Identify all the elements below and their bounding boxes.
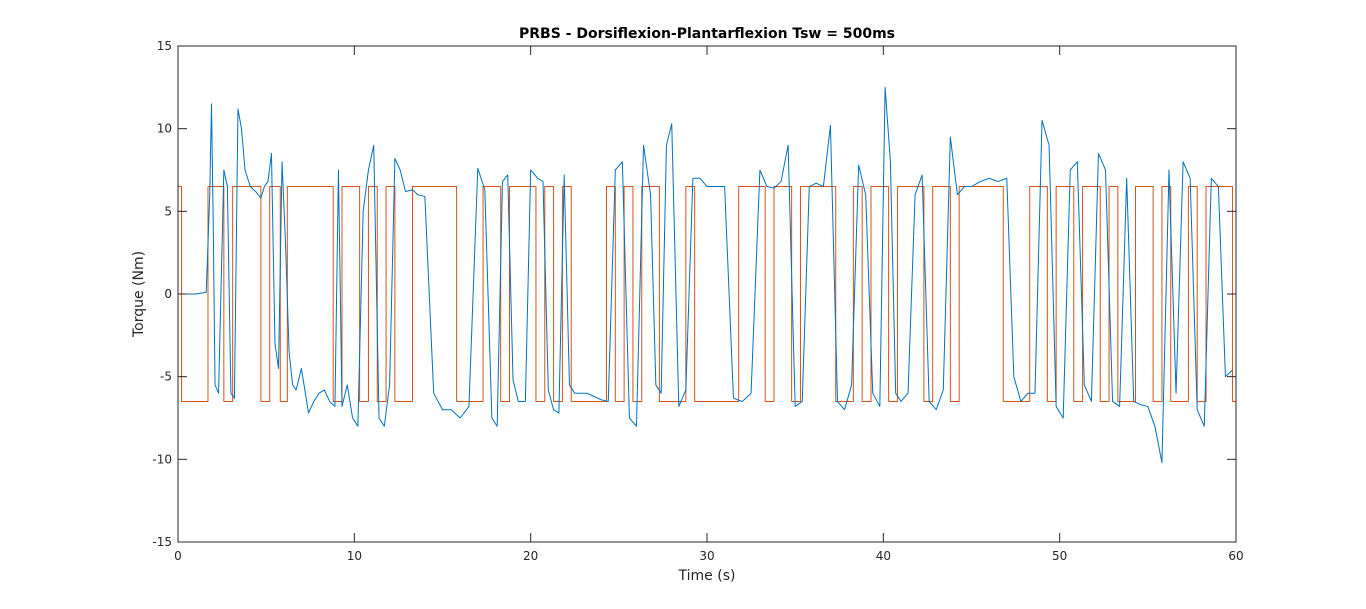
x-axis-label: Time (s) (678, 568, 736, 584)
y-tick-label: 10 (157, 122, 172, 136)
prbs-series-line (178, 186, 1236, 402)
plot-area (178, 86, 1236, 464)
x-tick-label: 40 (876, 549, 891, 563)
x-tick-label: 50 (1052, 549, 1067, 563)
y-axis-label: Torque (Nm) (131, 251, 147, 338)
measured-series-line (181, 86, 1233, 464)
y-tick-label: 0 (164, 287, 172, 301)
y-tick-label: -15 (152, 535, 172, 549)
y-tick-label: -10 (152, 452, 172, 466)
y-tick-label: -5 (160, 370, 172, 384)
x-tick-label: 30 (699, 549, 714, 563)
x-tick-label: 10 (347, 549, 362, 563)
x-tick-label: 0 (174, 549, 182, 563)
chart-title: PRBS - Dorsiflexion-Plantarflexion Tsw =… (519, 26, 895, 42)
x-tick-label: 20 (523, 549, 538, 563)
series-layer (178, 86, 1236, 464)
y-tick-label: 5 (164, 204, 172, 218)
axes-layer: 0 10 20 30 40 50 60 -15 -10 -5 0 5 10 15 (152, 39, 1243, 563)
y-tick-label: 15 (157, 39, 172, 53)
x-tick-label: 60 (1228, 549, 1243, 563)
